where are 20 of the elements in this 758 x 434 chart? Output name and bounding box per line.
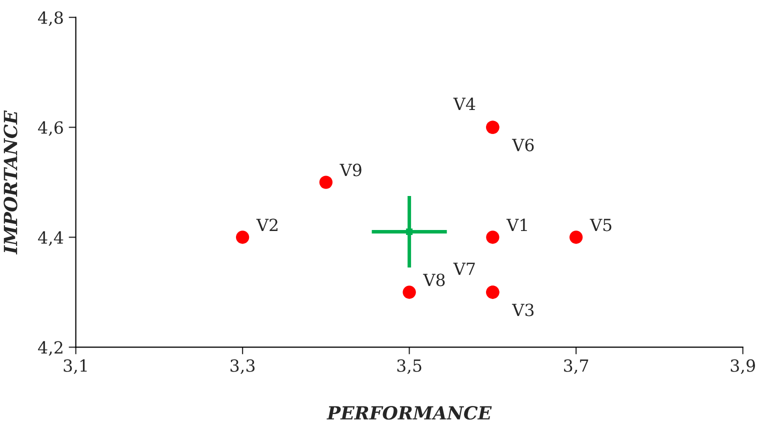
x-tick-label: 3,5 xyxy=(397,359,422,374)
y-tick-label: 4,8 xyxy=(38,11,63,26)
y-tick-label: 4,2 xyxy=(38,341,62,356)
annotation: V1 xyxy=(506,218,527,232)
annotation: V2 xyxy=(256,218,278,232)
annotation: V4 xyxy=(453,98,476,110)
y-axis-title: IMPORTANCE xyxy=(4,110,18,254)
annotation: V8 xyxy=(423,274,445,286)
y-tick-label: 4,6 xyxy=(38,121,63,136)
annotation: V9 xyxy=(340,164,362,176)
x-tick-label: 3,3 xyxy=(230,359,255,374)
annotation: V5 xyxy=(590,218,612,232)
annotation: V6 xyxy=(512,138,534,152)
annotation: V3 xyxy=(512,304,534,316)
y-tick-label: 4,4 xyxy=(38,231,64,246)
x-tick-label: 3,1 xyxy=(64,359,87,374)
annotation: V7 xyxy=(453,262,475,275)
x-tick-label: 3,9 xyxy=(730,359,755,374)
x-axis-title: PERFORMANCE xyxy=(326,406,492,420)
x-tick-label: 3,7 xyxy=(564,359,588,374)
